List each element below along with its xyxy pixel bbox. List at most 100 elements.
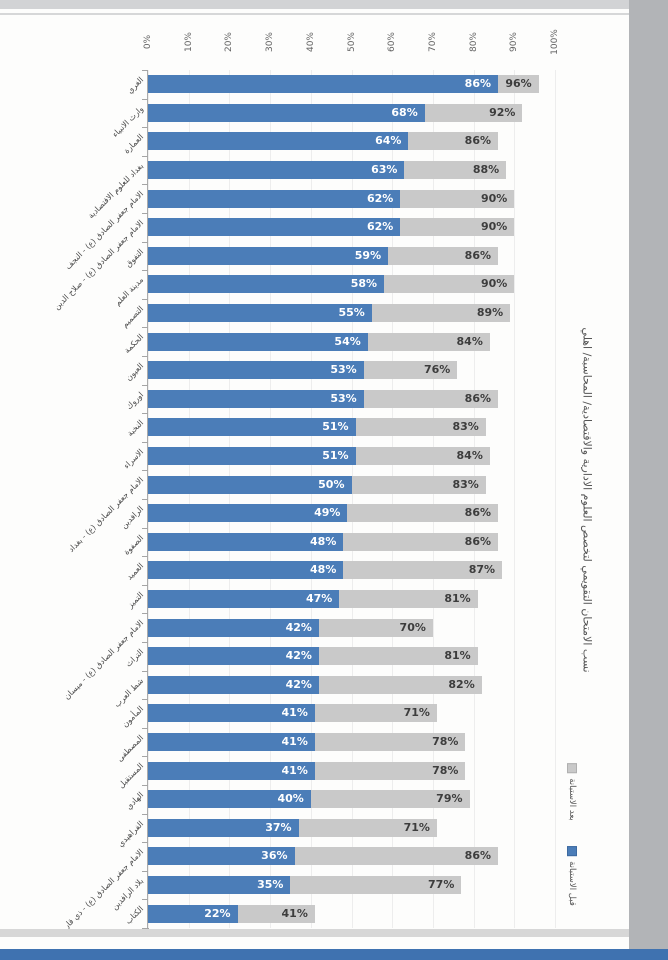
gridline xyxy=(555,70,556,928)
bar-before-segment xyxy=(148,161,405,180)
axis-tick-label: 50% xyxy=(346,32,357,53)
photo-bottom-blue-strip xyxy=(0,949,668,960)
bar-row: 48% 87% xyxy=(142,556,555,585)
bar-before-segment xyxy=(148,389,364,408)
axis-tick-label: 40% xyxy=(305,32,316,53)
value-label-after: 86% xyxy=(464,134,492,148)
value-label-after: 78% xyxy=(432,763,459,777)
value-label-before: 36% xyxy=(261,849,288,863)
bar-before-segment xyxy=(148,504,348,523)
bar-before-segment xyxy=(148,647,319,666)
bar-before-segment xyxy=(148,847,295,866)
value-label-before: 62% xyxy=(366,220,394,234)
axis-tick-label: 70% xyxy=(427,32,438,53)
bar-row: 42% 82% xyxy=(142,670,555,700)
axis-tick-label: 60% xyxy=(387,32,398,53)
bar-row: 53% 86% xyxy=(142,384,555,414)
gridline xyxy=(514,70,516,928)
value-label-after: 41% xyxy=(281,906,308,920)
bar-before-segment xyxy=(148,675,319,694)
value-label-after: 78% xyxy=(432,735,459,749)
value-label-after: 89% xyxy=(476,306,504,320)
gridline xyxy=(473,70,475,928)
bar-row: 51% 84% xyxy=(142,441,555,471)
bar-row: 47% 81% xyxy=(142,584,555,614)
value-label-after: 90% xyxy=(480,191,508,205)
bar-before-segment xyxy=(148,876,291,895)
bar-before-segment xyxy=(148,790,311,809)
gridline xyxy=(188,70,190,928)
bar-row: 41% 71% xyxy=(142,699,555,728)
bar-before-segment xyxy=(148,418,356,437)
gridline xyxy=(392,70,394,928)
bar-before-segment xyxy=(148,704,315,723)
value-label-after: 86% xyxy=(464,248,492,262)
bar-before-segment xyxy=(148,275,385,294)
axis-tick-label: 20% xyxy=(224,32,235,53)
bar-before-segment xyxy=(148,733,315,752)
legend-label-before: قبل الاستبانة xyxy=(567,861,577,906)
value-label-after: 86% xyxy=(464,391,492,405)
bar-row: 64% 86% xyxy=(142,127,555,156)
value-label-after: 83% xyxy=(452,477,479,491)
value-label-before: 48% xyxy=(310,534,337,548)
value-label-after: 86% xyxy=(464,534,492,548)
value-label-after: 71% xyxy=(403,820,430,834)
value-label-before: 59% xyxy=(354,248,382,262)
value-label-after: 84% xyxy=(456,334,483,348)
value-label-before: 47% xyxy=(305,592,333,606)
paper-bottom-rule xyxy=(0,929,629,937)
bar-before-segment xyxy=(148,532,344,551)
gridline xyxy=(148,70,149,928)
bar-row: 51% 83% xyxy=(142,413,555,442)
bar-row: 58% 90% xyxy=(142,270,555,299)
value-label-after: 83% xyxy=(452,420,479,434)
bar-row: 42% 81% xyxy=(142,642,555,671)
gridline xyxy=(351,70,353,928)
value-label-after: 96% xyxy=(505,77,532,91)
value-label-before: 49% xyxy=(314,506,341,520)
value-label-before: 62% xyxy=(366,191,394,205)
value-label-before: 51% xyxy=(322,420,349,434)
legend-label-after: بعد الاستبانة xyxy=(567,778,577,821)
bar-row: 63% 88% xyxy=(142,155,555,185)
value-label-after: 70% xyxy=(399,620,426,634)
gridline xyxy=(310,70,312,928)
bar-before-segment xyxy=(148,75,499,94)
bar-before-segment xyxy=(148,904,238,923)
bar-before-segment xyxy=(148,590,340,609)
value-label-before: 86% xyxy=(464,77,492,91)
axis-tick-label: 100% xyxy=(550,29,560,55)
legend-marker-before-icon xyxy=(567,846,577,857)
value-label-after: 92% xyxy=(489,105,516,119)
value-label-before: 48% xyxy=(310,563,337,577)
bar-before-segment xyxy=(148,618,319,637)
value-label-after: 90% xyxy=(480,277,508,291)
legend-marker-after-icon xyxy=(567,763,577,774)
bar-before-segment xyxy=(148,475,352,494)
bar-row: 41% 78% xyxy=(142,727,555,757)
value-label-before: 53% xyxy=(330,363,357,377)
photo-top-strip xyxy=(0,0,668,9)
axis-tick-label: 80% xyxy=(468,32,479,53)
bar-row: 54% 84% xyxy=(142,327,555,356)
value-label-before: 41% xyxy=(281,706,308,720)
bar-row: 86% 96% xyxy=(142,70,555,99)
bar-row: 37% 71% xyxy=(142,813,555,843)
bar-row: 59% 86% xyxy=(142,241,555,271)
bar-row: 35% 77% xyxy=(142,870,555,900)
value-label-before: 40% xyxy=(277,792,304,806)
bar-before-segment xyxy=(148,818,299,837)
category-label: الغري xyxy=(125,75,146,96)
bar-before-segment xyxy=(148,361,364,380)
value-label-before: 64% xyxy=(375,134,402,148)
bar-before-segment xyxy=(148,761,315,780)
value-label-before: 50% xyxy=(318,477,345,491)
axis-tick xyxy=(142,928,149,929)
bar-row: 50% 83% xyxy=(142,470,555,499)
value-label-after: 87% xyxy=(468,563,496,577)
bar-before-segment xyxy=(148,189,401,208)
value-label-before: 35% xyxy=(257,878,284,892)
bar-row: 55% 89% xyxy=(142,298,555,328)
